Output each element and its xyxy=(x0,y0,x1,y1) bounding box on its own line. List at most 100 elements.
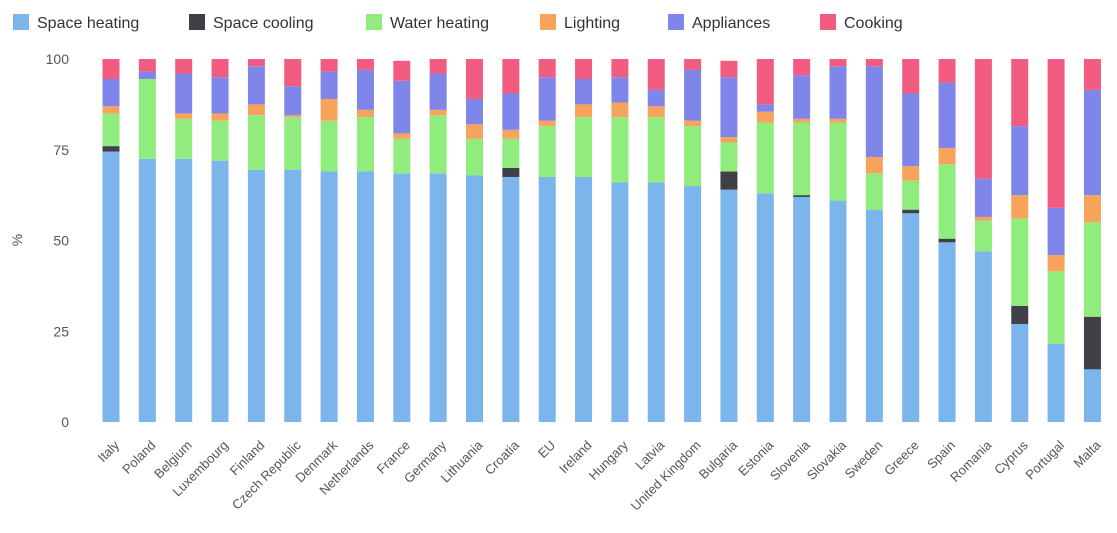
bar-segment-appliances[interactable] xyxy=(793,75,811,119)
bar-segment-space-heating[interactable] xyxy=(720,189,738,422)
bar-segment-appliances[interactable] xyxy=(1011,126,1029,196)
bar-segment-lighting[interactable] xyxy=(211,113,229,121)
bar-segment-cooking[interactable] xyxy=(356,59,374,70)
bar-segment-water-heating[interactable] xyxy=(829,122,847,201)
bar-segment-water-heating[interactable] xyxy=(647,117,665,183)
bar-segment-lighting[interactable] xyxy=(611,102,629,118)
bar-segment-space-heating[interactable] xyxy=(393,173,411,422)
bar-segment-space-heating[interactable] xyxy=(102,151,120,422)
bar-segment-water-heating[interactable] xyxy=(793,122,811,196)
bar-segment-space-heating[interactable] xyxy=(865,209,883,422)
bar-segment-lighting[interactable] xyxy=(756,111,774,123)
bar-segment-cooking[interactable] xyxy=(684,59,702,70)
bar-segment-lighting[interactable] xyxy=(865,157,883,174)
bar-segment-appliances[interactable] xyxy=(102,78,120,107)
bar-segment-lighting[interactable] xyxy=(575,104,593,118)
bar-segment-space-cooling[interactable] xyxy=(793,195,811,197)
bar-segment-lighting[interactable] xyxy=(684,120,702,127)
bar-segment-water-heating[interactable] xyxy=(138,78,156,159)
bar-segment-appliances[interactable] xyxy=(211,77,229,114)
bar-segment-cooking[interactable] xyxy=(974,59,992,179)
bar-segment-lighting[interactable] xyxy=(466,124,483,139)
bar-segment-cooking[interactable] xyxy=(211,59,229,78)
bar-segment-space-cooling[interactable] xyxy=(502,167,520,177)
bar-segment-water-heating[interactable] xyxy=(356,117,374,172)
bar-segment-cooking[interactable] xyxy=(502,59,520,94)
legend-label-lighting[interactable]: Lighting xyxy=(564,15,620,32)
bar-segment-lighting[interactable] xyxy=(175,113,193,119)
bar-segment-space-cooling[interactable] xyxy=(1011,305,1029,324)
bar-segment-lighting[interactable] xyxy=(502,129,520,139)
bar-segment-cooking[interactable] xyxy=(611,59,629,78)
legend-label-appliances[interactable]: Appliances xyxy=(692,15,770,32)
bar-segment-appliances[interactable] xyxy=(938,82,956,148)
bar-segment-lighting[interactable] xyxy=(829,118,847,123)
bar-segment-water-heating[interactable] xyxy=(720,142,738,172)
bar-segment-appliances[interactable] xyxy=(320,71,338,99)
bar-segment-space-heating[interactable] xyxy=(429,173,447,422)
bar-segment-lighting[interactable] xyxy=(938,147,956,165)
bar-segment-lighting[interactable] xyxy=(974,216,992,221)
bar-segment-water-heating[interactable] xyxy=(611,117,629,183)
bar-segment-space-heating[interactable] xyxy=(756,193,774,422)
bar-segment-cooking[interactable] xyxy=(865,59,883,67)
bar-segment-space-heating[interactable] xyxy=(284,169,302,422)
bar-segment-space-heating[interactable] xyxy=(211,160,229,422)
bar-segment-cooking[interactable] xyxy=(466,59,483,99)
bar-segment-appliances[interactable] xyxy=(466,98,483,125)
bar-segment-space-cooling[interactable] xyxy=(902,209,920,214)
bar-segment-water-heating[interactable] xyxy=(247,115,265,170)
bar-segment-appliances[interactable] xyxy=(284,86,302,116)
bar-segment-lighting[interactable] xyxy=(284,115,302,118)
bar-segment-lighting[interactable] xyxy=(247,104,265,116)
bar-segment-cooking[interactable] xyxy=(902,59,920,94)
bar-segment-appliances[interactable] xyxy=(611,77,629,103)
bar-segment-space-heating[interactable] xyxy=(611,182,629,422)
bar-segment-lighting[interactable] xyxy=(720,137,738,143)
bar-segment-appliances[interactable] xyxy=(1047,207,1065,256)
bar-segment-appliances[interactable] xyxy=(1083,89,1101,196)
bar-segment-space-heating[interactable] xyxy=(1011,323,1029,422)
bar-segment-appliances[interactable] xyxy=(429,73,447,110)
bar-segment-lighting[interactable] xyxy=(102,106,120,114)
bar-segment-appliances[interactable] xyxy=(974,178,992,217)
bar-segment-cooking[interactable] xyxy=(1047,59,1065,208)
bar-segment-cooking[interactable] xyxy=(320,59,338,72)
bar-segment-cooking[interactable] xyxy=(1011,59,1029,127)
bar-segment-space-cooling[interactable] xyxy=(1083,316,1101,370)
bar-segment-space-heating[interactable] xyxy=(356,171,374,422)
legend-label-space-cooling[interactable]: Space cooling xyxy=(213,15,314,32)
bar-segment-lighting[interactable] xyxy=(902,166,920,181)
bar-segment-cooking[interactable] xyxy=(284,59,302,87)
bar-segment-space-heating[interactable] xyxy=(1047,343,1065,422)
bar-segment-water-heating[interactable] xyxy=(175,118,193,159)
legend-label-water-heating[interactable]: Water heating xyxy=(390,15,489,32)
bar-segment-appliances[interactable] xyxy=(538,77,556,121)
bar-segment-cooking[interactable] xyxy=(429,59,447,74)
bar-segment-water-heating[interactable] xyxy=(538,126,556,177)
bar-segment-space-heating[interactable] xyxy=(793,196,811,422)
bar-segment-appliances[interactable] xyxy=(247,66,265,105)
bar-segment-space-heating[interactable] xyxy=(175,158,193,422)
bar-segment-appliances[interactable] xyxy=(175,73,193,114)
bar-segment-lighting[interactable] xyxy=(393,133,411,139)
bar-segment-lighting[interactable] xyxy=(320,98,338,121)
bar-segment-appliances[interactable] xyxy=(720,77,738,138)
bar-segment-lighting[interactable] xyxy=(647,106,665,118)
bar-segment-water-heating[interactable] xyxy=(211,120,229,161)
bar-segment-water-heating[interactable] xyxy=(466,138,483,176)
bar-segment-cooking[interactable] xyxy=(793,59,811,76)
bar-segment-appliances[interactable] xyxy=(647,89,665,107)
bar-segment-water-heating[interactable] xyxy=(938,164,956,239)
bar-segment-cooking[interactable] xyxy=(647,59,665,90)
bar-segment-space-heating[interactable] xyxy=(938,242,956,422)
bar-segment-space-heating[interactable] xyxy=(320,171,338,422)
bar-segment-space-cooling[interactable] xyxy=(102,146,120,152)
bar-segment-appliances[interactable] xyxy=(902,93,920,167)
bar-segment-space-cooling[interactable] xyxy=(720,171,738,190)
bar-segment-water-heating[interactable] xyxy=(1011,218,1029,306)
bar-segment-space-heating[interactable] xyxy=(138,158,156,422)
bar-segment-water-heating[interactable] xyxy=(102,113,120,147)
bar-segment-space-heating[interactable] xyxy=(538,176,556,422)
bar-segment-space-heating[interactable] xyxy=(466,175,483,422)
